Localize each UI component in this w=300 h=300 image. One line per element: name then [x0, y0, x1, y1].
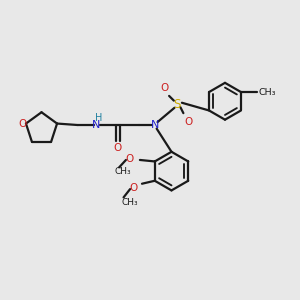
Text: CH₃: CH₃: [258, 88, 276, 97]
Text: N: N: [92, 120, 100, 130]
Text: O: O: [18, 118, 26, 128]
Text: O: O: [125, 154, 134, 164]
Text: CH₃: CH₃: [121, 198, 138, 207]
Text: S: S: [174, 98, 181, 111]
Text: N: N: [151, 120, 159, 130]
Text: O: O: [130, 183, 138, 193]
Text: O: O: [160, 82, 169, 93]
Text: CH₃: CH₃: [114, 167, 131, 176]
Text: O: O: [184, 117, 193, 127]
Text: O: O: [114, 143, 122, 153]
Text: H: H: [95, 113, 102, 124]
